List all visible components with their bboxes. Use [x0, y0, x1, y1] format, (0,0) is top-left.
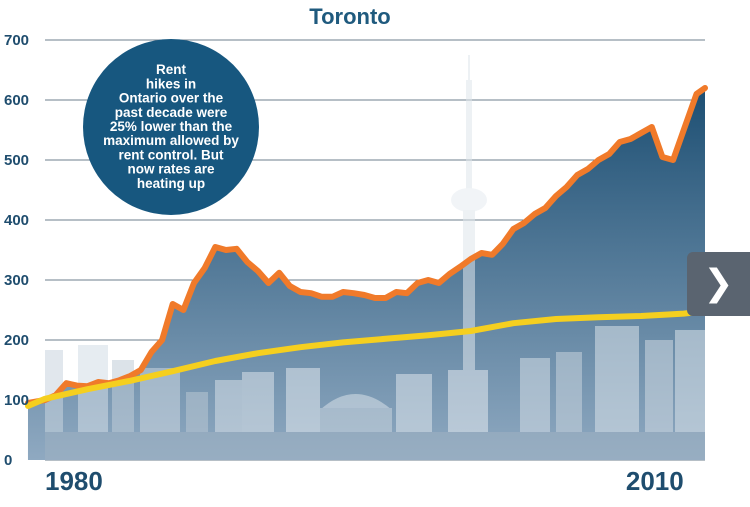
y-tick-label-700: 700	[4, 32, 29, 49]
y-tick-label-500: 500	[4, 152, 29, 169]
annotation-line-7: now rates are	[127, 162, 215, 177]
next-slide-button[interactable]: ❯	[687, 252, 750, 316]
annotation-circle	[83, 39, 259, 215]
y-tick-label-0: 0	[4, 452, 12, 469]
annotation-line-2: Ontario over the	[119, 91, 224, 106]
chart-title: Toronto	[309, 4, 390, 29]
annotation-line-0: Rent	[156, 62, 187, 77]
control-line	[25, 308, 708, 409]
y-tick-label-600: 600	[4, 92, 29, 109]
x-tick-label-2010: 2010	[626, 466, 684, 496]
annotation-line-6: rent control. But	[119, 147, 224, 162]
chevron-right-icon: ❯	[703, 263, 734, 304]
annotation-line-1: hikes in	[146, 76, 196, 91]
annotation-line-5: maximum allowed by	[103, 133, 239, 148]
y-tick-label-100: 100	[4, 392, 29, 409]
y-tick-label-300: 300	[4, 272, 29, 289]
x-tick-label-1980: 1980	[45, 466, 103, 496]
y-axis-ticks: 0 100 200 300 400 500 600 700	[4, 32, 29, 469]
y-tick-label-200: 200	[4, 332, 29, 349]
annotation-line-3: past decade were	[115, 105, 228, 120]
y-tick-label-400: 400	[4, 212, 29, 229]
annotation-line-8: heating up	[137, 176, 205, 191]
x-axis-ticks: 1980 2010	[45, 466, 684, 496]
annotation-line-4: 25% lower than the	[110, 119, 233, 134]
series-lines	[25, 85, 708, 409]
